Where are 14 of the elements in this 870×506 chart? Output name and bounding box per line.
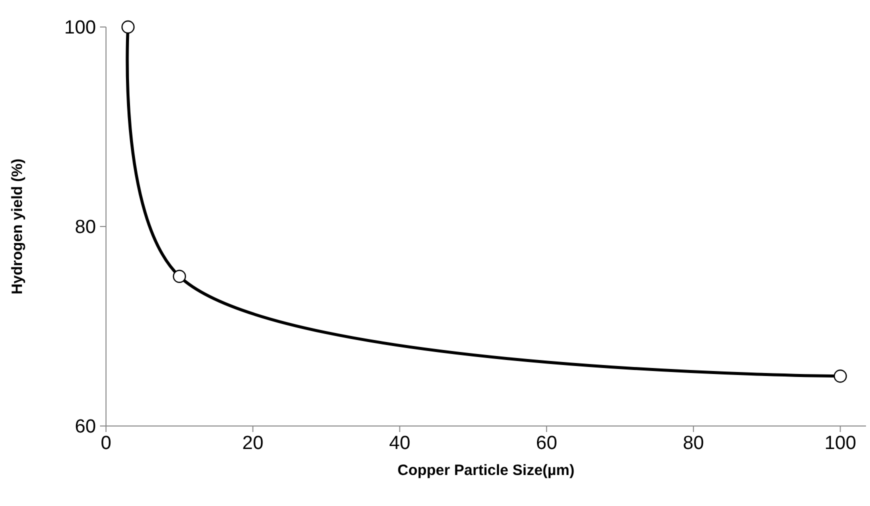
x-tick-label: 0 xyxy=(100,433,112,454)
x-tick-label: 80 xyxy=(682,433,704,454)
x-tick-label: 60 xyxy=(536,433,558,454)
y-tick-label: 100 xyxy=(64,18,96,39)
y-tick-label: 60 xyxy=(74,416,96,438)
point xyxy=(121,20,135,34)
y-tick-label: 80 xyxy=(74,217,96,238)
x-tick-label: 20 xyxy=(242,433,264,454)
x-tick-label: 40 xyxy=(389,433,410,454)
point xyxy=(172,270,186,283)
y-axis-title: Hydrogen yield (%) xyxy=(9,158,26,294)
x-axis-title: Copper Particle Size(µm) xyxy=(397,462,575,479)
x-tick-label: 100 xyxy=(824,433,856,454)
point xyxy=(834,370,847,383)
